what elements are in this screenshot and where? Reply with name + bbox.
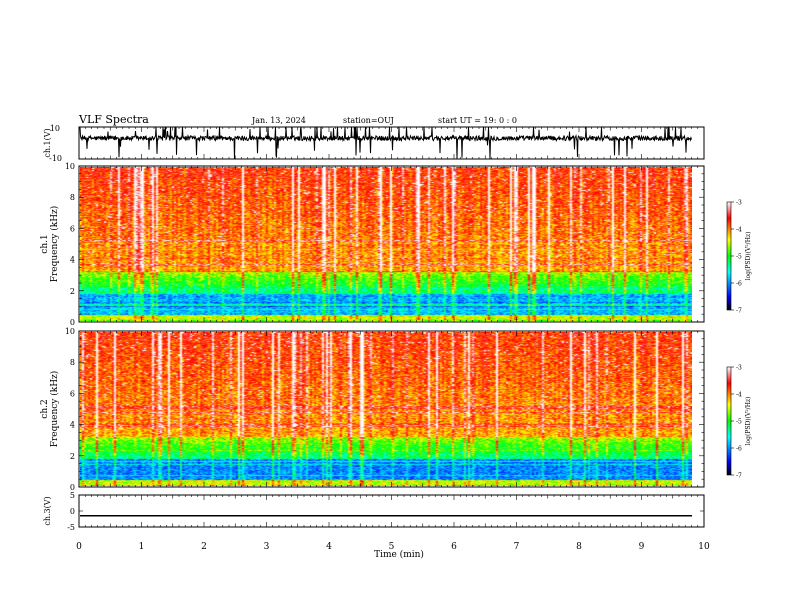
colorbar-tick-label: -4: [736, 392, 742, 399]
ch1-ytick-label: 8: [70, 193, 75, 202]
colorbar-tick-label: -5: [736, 419, 742, 426]
ch1-spectrogram-ylabel-channel: ch.1: [40, 234, 50, 253]
colorbar-tick-label: -3: [736, 200, 742, 207]
ch2-ytick-label: 0: [70, 483, 75, 492]
colorbar-tick-label: -5: [736, 254, 742, 261]
ch2-ytick-label: 6: [70, 389, 75, 398]
x-axis-label: Time (min): [374, 549, 424, 560]
ch1-ytick-neg10: -10: [49, 154, 62, 163]
x-tick-label: 10: [698, 542, 710, 552]
x-tick-label: 6: [451, 542, 457, 552]
x-tick-label: 0: [76, 542, 82, 552]
ch1-waveform-ylabel: ch.1(V): [43, 128, 52, 157]
ch1-spectrogram-ylabel-freq: Frequency (kHz): [49, 206, 60, 283]
ch2-ytick-label: 10: [65, 327, 75, 336]
ch1-ytick-label: 4: [70, 256, 75, 265]
ch1-colorbar-label: log(PSD)(V²/Hz): [745, 232, 752, 281]
ch1-ytick-10: 10: [50, 124, 60, 133]
x-tick-label: 3: [264, 542, 270, 552]
x-tick-label: 2: [201, 542, 207, 552]
ch2-colorbar-scale: [726, 366, 732, 476]
x-axis: 0 1 2 3 4 5 6 7 8 9 10: [76, 127, 710, 552]
colorbar-tick-label: -6: [736, 446, 742, 453]
ch1-ytick-label: 6: [70, 224, 75, 233]
ch3-waveform-panel: -5 0 5 ch.3(V): [43, 491, 705, 532]
ch3-ytick-label: 5: [70, 491, 75, 500]
ch2-spectrogram-panel: 0 2 4 6 8 10 ch.2 Frequency (kHz): [40, 327, 705, 492]
ch1-waveform-panel: 10 -10 ch.1(V): [43, 124, 705, 163]
start-time-label: start UT = 19: 0 : 0: [438, 116, 517, 125]
ch1-spectrogram-panel: 0 2 4 6 8 10 ch.1 Frequency (kHz): [40, 162, 705, 327]
ch2-spectrogram-image: [80, 332, 692, 486]
ch1-ytick-label: 2: [70, 287, 75, 296]
ch2-spectrogram-ylabel-channel: ch.2: [40, 399, 50, 418]
ch3-ytick-label: -5: [67, 523, 75, 532]
ch2-ytick-label: 2: [70, 452, 75, 461]
colorbar-tick-label: -7: [736, 308, 742, 315]
ch2-spectrogram-ylabel-freq: Frequency (kHz): [49, 371, 60, 448]
ch3-waveform-ylabel: ch.3(V): [43, 496, 52, 525]
date-label: Jan. 13, 2024: [251, 116, 306, 125]
colorbar-tick-label: -4: [736, 227, 742, 234]
ch2-colorbar: -3 -4 -5 -6 -7 log(PSD)(V²/Hz): [726, 365, 752, 480]
colorbar-tick-label: -7: [736, 473, 742, 480]
ch2-ytick-label: 8: [70, 358, 75, 367]
ch1-ytick-label: 10: [65, 162, 75, 171]
colorbar-tick-label: -6: [736, 281, 742, 288]
ch1-ytick-label: 0: [70, 318, 75, 327]
x-tick-label: 4: [326, 542, 332, 552]
figure-title: VLF Spectra: [78, 113, 149, 126]
ch2-colorbar-label: log(PSD)(V²/Hz): [745, 397, 752, 446]
station-label: station=OUJ: [343, 116, 394, 125]
x-tick-label: 9: [639, 542, 645, 552]
colorbar-tick-label: -3: [736, 365, 742, 372]
ch2-ytick-label: 4: [70, 421, 75, 430]
ch1-colorbar-scale: [726, 201, 732, 311]
x-tick-label: 5: [389, 542, 395, 552]
ch1-spectrogram-image: [80, 167, 692, 321]
ch3-ytick-label: 0: [70, 507, 75, 516]
x-tick-label: 8: [576, 542, 582, 552]
ch1-waveform-trace: [79, 126, 692, 159]
ch1-colorbar: -3 -4 -5 -6 -7 log(PSD)(V²/Hz): [726, 200, 752, 315]
x-tick-label: 1: [139, 542, 145, 552]
x-tick-label: 7: [514, 542, 520, 552]
